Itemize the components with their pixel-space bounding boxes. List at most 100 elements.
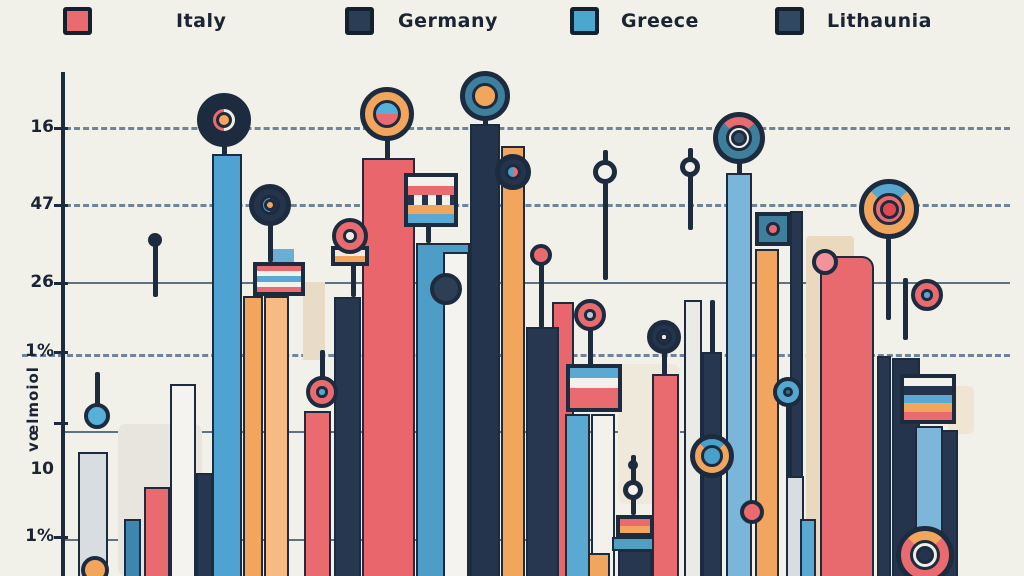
flag-stripe xyxy=(904,394,952,404)
legend-swatch-italy xyxy=(63,7,92,35)
flag-stripe xyxy=(904,378,952,387)
marker-stick xyxy=(786,406,791,520)
ornament-badge xyxy=(249,184,291,226)
marker-stick xyxy=(903,278,908,340)
y-tick-label: 47 xyxy=(30,194,54,214)
badge-inner xyxy=(701,445,723,467)
ring-center xyxy=(782,386,794,398)
ornament-badge xyxy=(896,526,954,576)
y-tick-label: 10 xyxy=(30,459,54,479)
bar xyxy=(264,296,289,576)
marker-stick xyxy=(153,240,158,297)
flag-stripe xyxy=(335,256,365,262)
flag-stripe xyxy=(620,526,650,533)
ornament-badge xyxy=(713,112,765,164)
marker-stick xyxy=(483,116,488,127)
y-tick-label: 26 xyxy=(30,272,54,292)
ball-marker xyxy=(84,403,110,429)
flag-stripe xyxy=(570,388,618,398)
ring-center xyxy=(316,386,328,398)
flag-stripe xyxy=(904,403,952,412)
ornament-badge xyxy=(647,320,681,354)
ball-marker xyxy=(628,460,638,470)
gridline xyxy=(65,204,1010,207)
flag-stripe xyxy=(620,519,650,526)
bar xyxy=(443,252,469,576)
bar xyxy=(820,256,874,576)
y-tick-label: 16 xyxy=(30,117,54,137)
flag-stripe xyxy=(257,286,301,293)
marker-stick xyxy=(385,136,390,160)
legend-label-germany: Germany xyxy=(398,10,498,32)
marker-stick xyxy=(662,352,667,375)
badge-core xyxy=(659,332,669,342)
marker-stick xyxy=(688,148,693,230)
flag-stripe xyxy=(257,276,301,282)
flag-stripe xyxy=(408,177,454,187)
flag-badge xyxy=(616,515,654,537)
bar xyxy=(755,249,779,576)
bar xyxy=(196,473,213,576)
marker-stick xyxy=(320,350,325,380)
ball-marker xyxy=(812,249,838,275)
ornament-badge xyxy=(197,93,251,147)
badge-inner xyxy=(725,124,753,152)
ball-marker xyxy=(81,556,109,576)
legend-item-lithaunia: Lithaunia xyxy=(775,7,932,35)
ring-marker xyxy=(911,279,943,311)
bar xyxy=(612,537,654,551)
bar xyxy=(170,384,196,576)
gridline xyxy=(65,282,1010,284)
legend-label-italy: Italy xyxy=(176,10,227,32)
y-tick-mark xyxy=(54,204,68,207)
bar xyxy=(78,452,108,576)
legend-swatch-germany xyxy=(345,7,374,35)
flag-stripe xyxy=(257,281,301,287)
flag-stripe xyxy=(408,195,454,205)
marker-stick xyxy=(588,328,593,366)
ball-marker xyxy=(430,273,462,305)
ornament-badge xyxy=(460,71,510,121)
box-badge xyxy=(755,212,791,246)
ring-center xyxy=(584,309,596,321)
bar xyxy=(501,146,525,576)
ornament-badge xyxy=(690,434,734,478)
y-tick-mark xyxy=(54,536,68,539)
flag-stripe xyxy=(904,386,952,395)
open-circle-marker xyxy=(680,157,700,177)
ball-marker xyxy=(740,500,764,524)
marker-stick xyxy=(426,225,431,243)
flag-stripe xyxy=(570,398,618,408)
background-panel xyxy=(303,282,325,360)
ornament-badge xyxy=(360,87,414,141)
ornament-badge xyxy=(859,179,919,239)
legend-label-lithaunia: Lithaunia xyxy=(827,10,932,32)
bar xyxy=(362,158,415,576)
badge-inner xyxy=(909,539,941,571)
legend-swatch-greece xyxy=(570,7,599,35)
ring-center xyxy=(921,289,933,301)
y-axis-title: vœlmoiol xyxy=(24,366,42,452)
ring-marker xyxy=(574,299,606,331)
badge-core xyxy=(731,130,747,146)
bar xyxy=(304,411,331,576)
legend-item-germany: Germany xyxy=(345,7,498,35)
y-tick-mark xyxy=(54,282,68,285)
ornament-badge xyxy=(495,154,531,190)
y-tick-label: 1% xyxy=(25,341,54,361)
open-circle-marker xyxy=(623,480,643,500)
bar xyxy=(243,296,263,576)
marker-stick xyxy=(737,160,742,175)
y-tick-mark xyxy=(54,127,68,130)
bar xyxy=(470,124,500,576)
badge-inner xyxy=(372,99,402,129)
flag-stripe xyxy=(408,213,454,224)
bar xyxy=(652,374,679,576)
bar xyxy=(800,519,816,576)
marker-stick xyxy=(603,150,608,280)
badge-core xyxy=(915,545,935,565)
y-axis-line xyxy=(61,72,65,576)
marker-stick xyxy=(351,262,356,297)
y-tick-mark xyxy=(54,422,68,425)
